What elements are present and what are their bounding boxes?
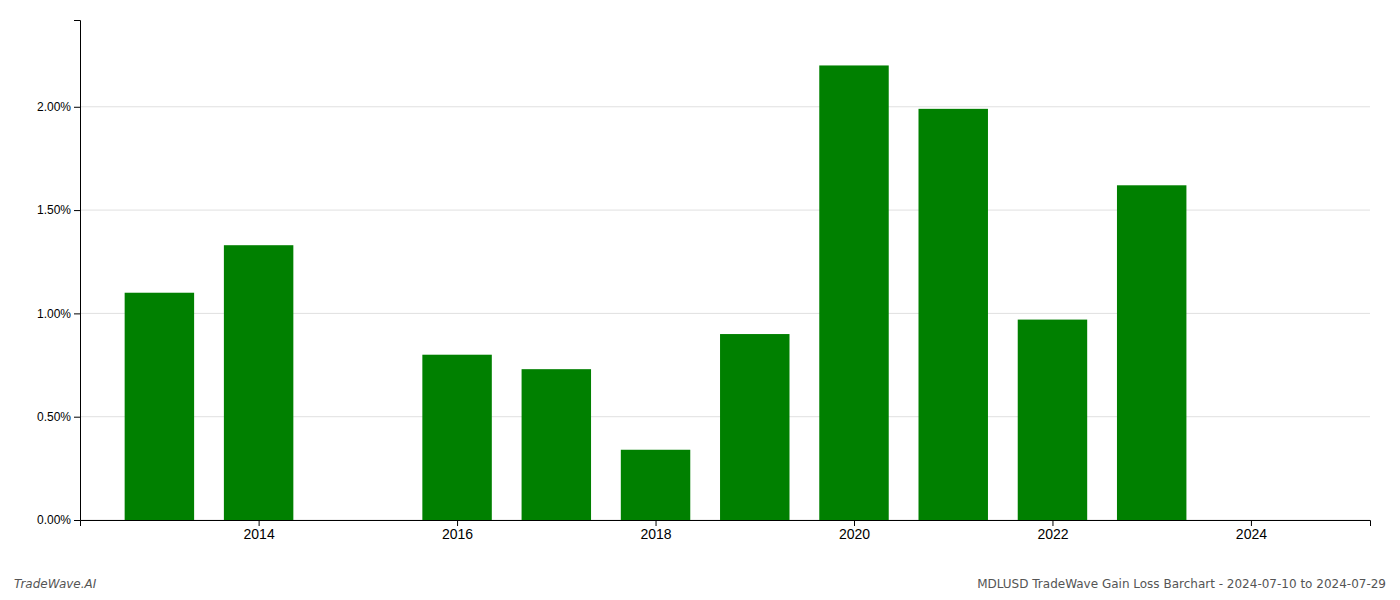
bar [819,65,888,520]
x-tick: 2024 [1236,520,1267,542]
x-tick-label: 2018 [640,526,671,542]
y-tick-label: 0.50% [37,410,71,424]
x-tick: 2018 [640,520,671,542]
x-tick-label: 2024 [1236,526,1267,542]
y-tick-mark [74,313,80,314]
x-tick-label: 2020 [839,526,870,542]
bars [125,65,1187,520]
bar [1117,185,1186,520]
bar [621,450,690,520]
y-axis: 0.00% 0.50% 1.00% 1.50% 2.00% [37,21,81,528]
bar [522,369,591,520]
y-tick-label: 1.00% [37,307,71,321]
y-tick: 2.00% [37,100,80,114]
y-axis-line [74,21,81,521]
bar [1018,320,1087,520]
bar [422,355,491,520]
plot: 2014 2016 2018 2020 2022 2024 0.00% 0.50% 1.00% 1… [37,21,1371,542]
x-tick: 2014 [244,520,275,542]
y-tick-mark [74,520,80,521]
chart: 2014 2016 2018 2020 2022 2024 0.00% 0.50% 1.00% 1… [0,0,1400,600]
y-tick: 0.00% [37,513,80,527]
x-tick-label: 2014 [244,526,275,542]
x-tick: 2022 [1037,520,1068,542]
y-tick-label: 2.00% [37,100,71,114]
x-tick-label: 2022 [1037,526,1068,542]
bar [919,109,988,520]
grid [80,107,1370,520]
footer-left: TradeWave.AI [14,577,97,591]
y-tick-mark [74,417,80,418]
bar [224,245,293,520]
grid-line [80,106,1370,107]
y-tick: 1.50% [37,203,80,217]
y-tick-mark [74,210,80,211]
x-axis: 2014 2016 2018 2020 2022 2024 [81,520,1371,542]
bar [720,334,789,520]
y-tick: 0.50% [37,410,80,424]
x-tick-label: 2016 [442,526,473,542]
y-tick-mark [74,107,80,108]
footer-right: MDLUSD TradeWave Gain Loss Barchart - 20… [977,577,1386,591]
x-tick: 2016 [442,520,473,542]
y-tick-label: 0.00% [37,513,71,527]
x-tick: 2020 [839,520,870,542]
y-tick-label: 1.50% [37,203,71,217]
bar [125,293,194,520]
y-tick: 1.00% [37,307,80,321]
